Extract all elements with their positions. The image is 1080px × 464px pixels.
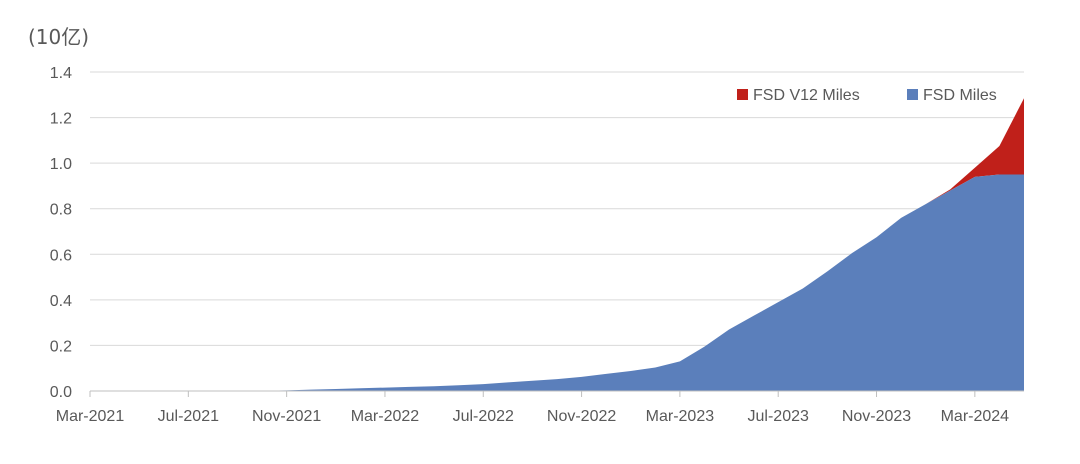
y-tick-label: 0.8: [50, 202, 72, 219]
legend-label: FSD Miles: [923, 87, 997, 104]
x-axis-ticks: Mar-2021 Jul-2021 Nov-2021 Mar-2022 Jul-2022…: [56, 391, 1009, 425]
y-tick-label: 0.2: [50, 338, 72, 355]
area-series: [90, 98, 1024, 391]
gridlines: [90, 71, 1024, 346]
y-tick-label: 1.0: [50, 156, 72, 173]
y-tick-label: 0.0: [50, 384, 72, 401]
x-tick-label: Nov-2021: [252, 408, 321, 425]
y-tick-label: 1.2: [50, 111, 72, 128]
legend-swatch: [737, 89, 748, 100]
x-tick-label: Nov-2022: [547, 408, 616, 425]
x-tick-label: Jul-2022: [453, 408, 514, 425]
legend-swatch: [907, 89, 918, 100]
legend-label: FSD V12 Miles: [753, 87, 860, 104]
y-tick-label: 0.6: [50, 247, 72, 264]
x-tick-label: Mar-2024: [941, 408, 1010, 425]
x-tick-label: Jul-2023: [748, 408, 809, 425]
y-tick-label: 0.4: [50, 293, 72, 310]
legend: FSD V12 Miles FSD Miles: [737, 87, 997, 104]
x-tick-label: Mar-2022: [351, 408, 420, 425]
y-axis-ticks: 0.0 0.2 0.4 0.6 0.8 1.0 1.2 1.4: [50, 65, 72, 401]
x-tick-label: Mar-2023: [646, 408, 715, 425]
unit-label: (10亿): [28, 25, 89, 49]
y-tick-label: 1.4: [50, 65, 72, 82]
x-tick-label: Nov-2023: [842, 408, 911, 425]
x-tick-label: Jul-2021: [158, 408, 219, 425]
x-tick-label: Mar-2021: [56, 408, 125, 425]
series-area-fsd-miles: [90, 174, 1024, 391]
